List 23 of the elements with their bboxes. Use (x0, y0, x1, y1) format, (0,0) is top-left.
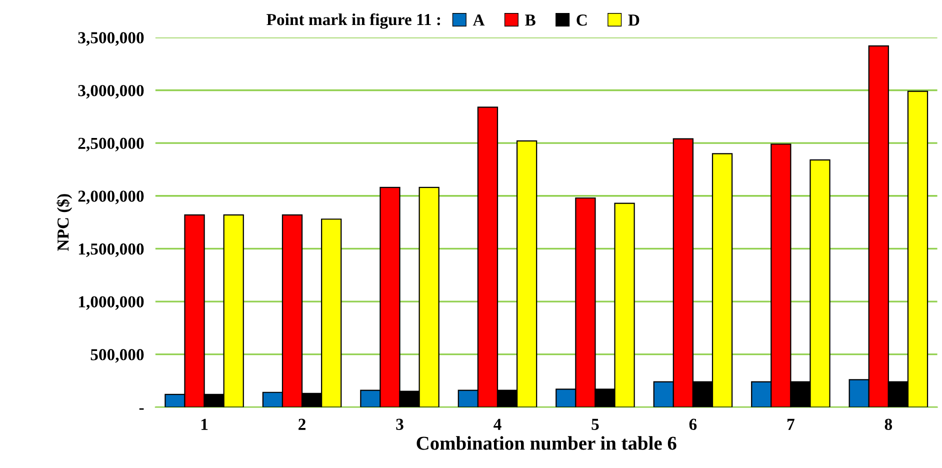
x-tick-label: 8 (884, 418, 892, 430)
y-tick-label: - (139, 408, 144, 410)
x-tick-label: 1 (201, 418, 208, 430)
legend-label: A (472, 14, 485, 26)
legend-label: B (525, 14, 536, 26)
y-tick-label: 1,000,000 (78, 296, 144, 310)
legend-title: Point mark in figure 11 : (266, 13, 440, 29)
legend-label: C (576, 14, 587, 26)
y-tick-label: 2,500,000 (78, 138, 144, 152)
x-tick-label: 7 (787, 418, 794, 430)
y-tick-label: 3,500,000 (78, 32, 144, 46)
legend-label: D (628, 14, 640, 26)
y-tick-label: 500,000 (90, 349, 144, 363)
y-tick-label: 1,500,000 (78, 243, 144, 258)
x-axis-title: Combination number in table 6 (416, 436, 676, 450)
x-tick-label: 2 (298, 418, 306, 430)
x-tick-label: 6 (689, 418, 697, 430)
x-tick-label: 5 (592, 418, 599, 430)
x-tick-label: 4 (494, 418, 502, 430)
x-tick-label: 3 (396, 418, 404, 430)
y-tick-label: 2,000,000 (78, 190, 144, 204)
y-tick-label: 3,000,000 (78, 84, 144, 99)
y-axis-title: NPC ($) (56, 194, 72, 251)
